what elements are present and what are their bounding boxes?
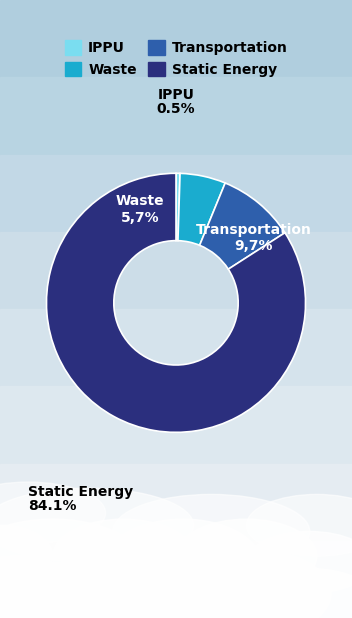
Ellipse shape (0, 482, 106, 544)
Bar (0, 232, 352, 309)
Bar (0, 0, 352, 77)
Ellipse shape (106, 556, 282, 618)
Ellipse shape (176, 519, 317, 593)
Wedge shape (176, 173, 180, 240)
Wedge shape (46, 173, 306, 433)
Ellipse shape (106, 519, 260, 606)
Ellipse shape (0, 519, 141, 606)
Bar (0, 309, 352, 386)
Legend: IPPU, Waste, Transportation, Static Energy: IPPU, Waste, Transportation, Static Ener… (59, 35, 293, 82)
Text: Waste
5,7%: Waste 5,7% (115, 195, 164, 225)
Bar (0, 77, 352, 154)
Bar (0, 154, 352, 232)
Text: 84.1%: 84.1% (28, 499, 77, 513)
Ellipse shape (0, 525, 53, 587)
Ellipse shape (53, 519, 194, 593)
Ellipse shape (176, 550, 331, 618)
Ellipse shape (0, 488, 194, 562)
Text: 0.5%: 0.5% (157, 102, 195, 116)
Ellipse shape (246, 531, 352, 593)
Bar (0, 386, 352, 464)
Ellipse shape (0, 556, 81, 618)
Wedge shape (178, 173, 225, 245)
Ellipse shape (63, 544, 204, 618)
Wedge shape (200, 183, 285, 269)
Bar (0, 464, 352, 541)
Text: Transportation
9,7%: Transportation 9,7% (196, 223, 312, 253)
Ellipse shape (113, 494, 310, 569)
Ellipse shape (246, 494, 352, 556)
Text: IPPU: IPPU (158, 88, 194, 102)
Text: Static Energy: Static Energy (28, 485, 133, 499)
Ellipse shape (239, 569, 352, 618)
Ellipse shape (0, 562, 148, 618)
Bar (0, 541, 352, 618)
